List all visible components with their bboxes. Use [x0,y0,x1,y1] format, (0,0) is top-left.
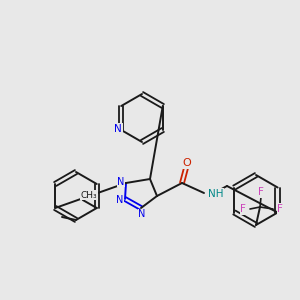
Text: N: N [114,124,122,134]
Text: N: N [138,209,146,219]
Text: N: N [117,177,125,187]
Text: N: N [116,195,124,205]
Text: NH: NH [208,189,224,199]
Text: F: F [277,204,283,214]
Text: F: F [240,204,246,214]
Text: CH₃: CH₃ [81,190,98,200]
Text: O: O [183,158,191,168]
Text: F: F [258,187,264,197]
